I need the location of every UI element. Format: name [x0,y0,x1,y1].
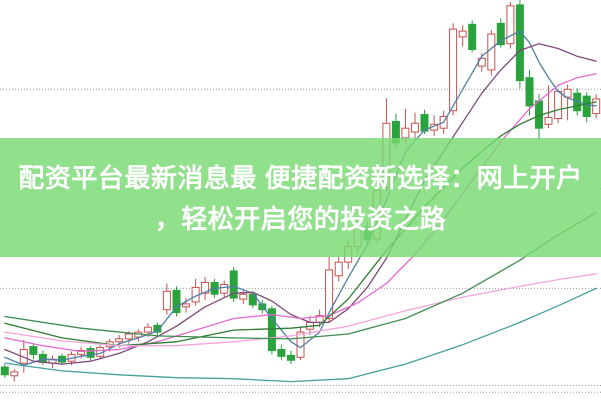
candle-up [201,282,210,294]
candle-up [124,333,133,340]
candle-up [458,30,467,38]
candle-down [468,23,477,50]
candle-up [544,117,553,125]
candle-up [563,88,572,98]
candle-down [153,324,162,333]
candle-down [38,353,47,363]
candle-up [182,303,190,308]
candle-up [143,326,152,333]
candle-up [296,331,305,358]
candle-down [86,348,95,358]
candle-down [287,354,295,361]
candle-down [515,4,524,82]
candle-down [29,346,38,355]
candle-down [0,366,9,376]
candle-up [115,338,124,343]
ma-blue-line [4,30,597,366]
candle-up [554,90,563,120]
ma-light-pink-line [4,273,597,347]
candle-up [506,5,515,45]
promo-banner-line1: 配资平台最新消息最 便捷配资新选择：网上开户 [18,163,583,193]
candle-up [162,290,171,311]
candle-up [401,127,410,139]
candle-up [10,371,19,377]
promo-banner-line2: ，轻松开启您的投资之路 [154,204,447,234]
candle-down [277,349,286,357]
ma-magenta-line [4,73,597,353]
ma-purple-line [4,43,597,365]
candle-down [496,22,505,46]
promo-banner-overlay: 配资平台最新消息最 便捷配资新选择：网上开户 ，轻松开启您的投资之路 [0,138,601,257]
candle-down [267,308,276,352]
candle-down [420,114,429,132]
candle-down [582,95,591,117]
candle-down [229,270,238,299]
ma-teal-slow-line [4,287,597,383]
candle-up [411,122,419,133]
candle-up [449,28,458,112]
candle-up [487,33,496,71]
candle-up [77,350,86,355]
candle-down [172,289,181,314]
candle-up [239,293,248,300]
candle-up [334,261,343,277]
candle-up [325,269,334,319]
candle-up [220,284,229,294]
candle-down [525,77,534,107]
